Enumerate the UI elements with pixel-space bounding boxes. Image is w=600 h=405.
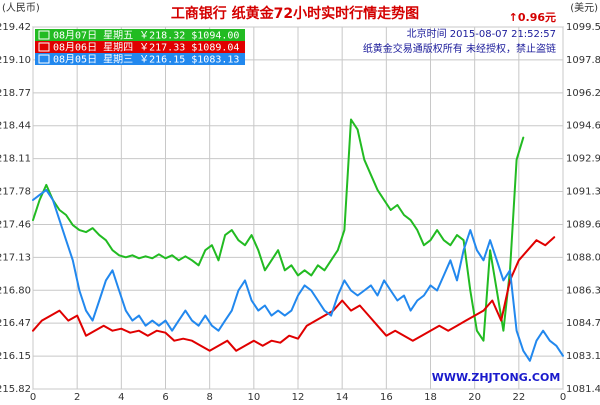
- y-right-tick-label: 1084.75: [566, 318, 600, 329]
- series-line-2: [32, 236, 556, 352]
- y-left-tick-label: 215.82: [0, 384, 31, 395]
- x-tick-label: 4: [118, 392, 124, 403]
- legend-swatch: [38, 54, 50, 64]
- legend-swatch: [38, 30, 50, 40]
- x-tick-label: 2: [74, 392, 80, 403]
- x-tick-label: 18: [424, 392, 437, 403]
- series-lines: [32, 118, 564, 362]
- legend-label: 08月06日 星期四 ￥217.33 $1089.04: [53, 42, 239, 54]
- price-change-label: ↑0.96元: [509, 11, 556, 24]
- x-tick-label: 0: [560, 392, 566, 403]
- y-right-tick-label: 1099.53: [566, 22, 600, 33]
- y-left-tick-label: 219.10: [0, 55, 31, 66]
- legend-label: 08月05日 星期三 ￥216.15 $1083.13: [53, 54, 239, 66]
- y-left-tick-label: 216.80: [0, 285, 31, 296]
- y-right-tick-label: 1094.61: [566, 121, 600, 132]
- x-tick-label: 10: [247, 392, 260, 403]
- y-left-tick-label: 217.13: [0, 252, 31, 263]
- y-left-tick-label: 218.77: [0, 88, 31, 99]
- y-right-tick-label: 1086.39: [566, 285, 600, 296]
- y-left-tick-label: 219.42: [0, 22, 31, 33]
- x-tick-label: 12: [292, 392, 305, 403]
- series-line-1: [32, 118, 525, 342]
- axes: 219.42 1099.53 219.10 1097.89 218.77 1096.25 2…: [0, 22, 600, 403]
- x-tick-label: 20: [468, 392, 481, 403]
- y-left-tick-label: 216.47: [0, 318, 31, 329]
- y-right-tick-label: 1081.46: [566, 384, 600, 395]
- y-left-tick-label: 218.44: [0, 121, 31, 132]
- chart-title: 工商银行 纸黄金72小时实时行情走势图: [171, 5, 419, 22]
- y-right-tick-label: 1089.68: [566, 219, 600, 230]
- y-right-tick-label: 1092.96: [566, 154, 600, 165]
- grid: [32, 26, 564, 390]
- y-left-tick-label: 217.46: [0, 219, 31, 230]
- y-left-tick-label: 217.78: [0, 187, 31, 198]
- left-axis-unit: (人民币): [2, 2, 40, 14]
- legend-swatch: [38, 42, 50, 52]
- right-axis-unit: (美元): [570, 1, 598, 14]
- y-right-tick-label: 1097.89: [566, 55, 600, 66]
- x-tick-label: 6: [162, 392, 168, 403]
- x-tick-label: 14: [336, 392, 349, 403]
- y-left-tick-label: 216.15: [0, 351, 31, 362]
- x-tick-label: 22: [512, 392, 525, 403]
- y-right-tick-label: 1083.10: [566, 351, 600, 362]
- x-tick-label: 0: [30, 392, 36, 403]
- y-right-tick-label: 1088.03: [566, 252, 600, 263]
- y-right-tick-label: 1091.32: [566, 187, 600, 198]
- x-tick-label: 8: [206, 392, 212, 403]
- copyright-label: 纸黄金交易通版权所有 未经授权，禁止盗链: [363, 42, 556, 55]
- y-right-tick-label: 1096.25: [566, 88, 600, 99]
- y-left-tick-label: 218.11: [0, 154, 31, 165]
- legend-entry-bg: [35, 29, 245, 41]
- x-tick-label: 16: [380, 392, 393, 403]
- timestamp-label: 北京时间 2015-08-07 21:52:57: [407, 27, 556, 40]
- legend-entry-bg: [35, 41, 245, 53]
- series-line-3: [32, 188, 564, 362]
- legend-entry-bg: [35, 53, 245, 65]
- legend-label: 08月07日 星期五 ￥218.32 $1094.00: [53, 30, 239, 42]
- watermark-label: WWW.ZHJTONG.COM: [432, 371, 561, 384]
